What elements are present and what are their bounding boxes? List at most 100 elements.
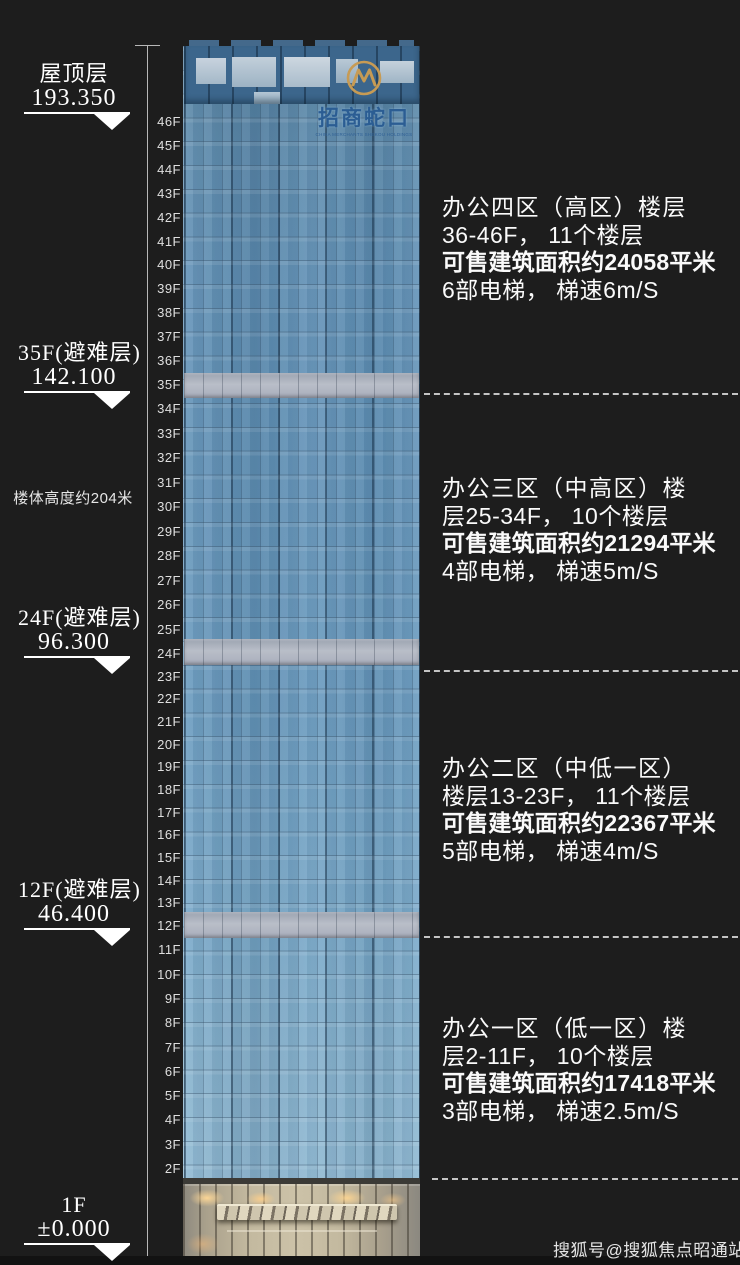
floor-label-23f: 23F — [157, 668, 181, 684]
floor-label-28f: 28F — [157, 548, 181, 564]
floor-label-34f: 34F — [157, 401, 181, 417]
floor-label-17f: 17F — [157, 804, 181, 820]
elevation-marker-roof: 屋顶层 193.350 — [18, 62, 130, 132]
building-tower: 招商蛇口 CHINA MERCHANTS SHEKOU HOLDINGS — [183, 40, 420, 1178]
floor-label-41f: 41F — [157, 233, 181, 249]
zone-area: 可售建筑面积约24058平米 — [442, 249, 716, 275]
elevation-symbol-icon — [18, 656, 130, 676]
floor-label-24f: 24F — [157, 646, 181, 661]
floor-label-25f: 25F — [157, 621, 181, 637]
zone-elevators: 5部电梯， 梯速4m/S — [442, 837, 659, 864]
floor-label-2f: 2F — [164, 1161, 181, 1176]
floor-label-40f: 40F — [157, 257, 181, 273]
watermark: 搜狐号@搜狐焦点昭通站 — [553, 1241, 740, 1260]
refuge-floor-band-24f — [184, 639, 419, 665]
floor-label-13f: 13F — [157, 895, 181, 911]
floor-label-14f: 14F — [157, 872, 181, 888]
dimension-tick-top — [135, 45, 160, 46]
floor-label-46f: 46F — [157, 114, 181, 129]
elevation-value: 193.350 — [31, 85, 117, 111]
floor-label-3f: 3F — [164, 1136, 181, 1152]
zone-floors: 层25-34F， 10个楼层 — [442, 502, 669, 529]
zone-separator-25f — [424, 670, 738, 672]
elevation-symbol-icon — [18, 391, 130, 411]
elevation-marker-1f: 1F ±0.000 — [18, 1193, 130, 1263]
zone-floors: 楼层13-23F， 11个楼层 — [442, 782, 691, 809]
floor-label-38f: 38F — [157, 305, 181, 321]
cmsk-logo-icon — [346, 60, 382, 96]
elevation-marker-12f: 12F(避难层) 46.400 — [18, 877, 141, 948]
floor-label-16f: 16F — [157, 827, 181, 843]
building-podium — [183, 1178, 420, 1256]
zone-floors: 层2-11F， 10个楼层 — [442, 1042, 654, 1069]
floor-label-29f: 29F — [157, 523, 181, 539]
zone-info-office-3: 办公三区（中高区）楼 层25-34F， 10个楼层 可售建筑面积约21294平米… — [442, 475, 740, 585]
floor-label-32f: 32F — [157, 450, 181, 466]
zone-title: 办公一区（低一区）楼 — [442, 1015, 687, 1041]
zone-title: 办公四区（高区）楼层 — [442, 194, 687, 220]
floor-label-10f: 10F — [157, 966, 181, 982]
elevation-symbol-icon — [18, 928, 130, 948]
floor-label-44f: 44F — [157, 161, 181, 177]
floor-label-45f: 45F — [157, 137, 181, 153]
cmsk-logo-subtext: CHINA MERCHANTS SHEKOU HOLDINGS — [315, 132, 413, 138]
floor-label-8f: 8F — [164, 1015, 181, 1031]
refuge-floor-band-12f — [184, 912, 419, 938]
elevation-value: 46.400 — [38, 901, 110, 927]
cmsk-logo-text: 招商蛇口 — [318, 107, 410, 130]
zone-info-office-1: 办公一区（低一区）楼 层2-11F， 10个楼层 可售建筑面积约17418平米 … — [442, 1015, 740, 1125]
ground-line — [0, 1256, 740, 1265]
zone-info-office-2: 办公二区（中低一区） 楼层13-23F， 11个楼层 可售建筑面积约22367平… — [442, 755, 740, 865]
floor-label-39f: 39F — [157, 281, 181, 297]
floor-label-22f: 22F — [157, 691, 181, 707]
floor-label-37f: 37F — [157, 329, 181, 345]
floor-label-9f: 9F — [164, 990, 181, 1006]
floor-label-42f: 42F — [157, 209, 181, 225]
elevation-symbol-icon — [18, 112, 130, 132]
elevation-label: 24F(避难层) — [18, 605, 141, 630]
floor-label-20f: 20F — [157, 736, 181, 752]
dimension-line — [147, 46, 148, 1258]
floor-label-35f: 35F — [157, 377, 181, 392]
elevation-symbol-icon — [18, 1243, 130, 1263]
elevation-label: 12F(避难层) — [18, 877, 141, 902]
floor-label-30f: 30F — [157, 499, 181, 515]
elevation-marker-35f: 35F(避难层) 142.100 — [18, 340, 141, 411]
elevation-value: 96.300 — [38, 629, 110, 655]
zone-info-office-4: 办公四区（高区）楼层 36-46F， 11个楼层 可售建筑面积约24058平米 … — [442, 194, 740, 304]
zone-elevators: 3部电梯， 梯速2.5m/S — [442, 1097, 680, 1124]
entrance-canopy — [217, 1204, 397, 1220]
floor-label-36f: 36F — [157, 353, 181, 369]
floor-label-5f: 5F — [164, 1088, 181, 1104]
tower-crown — [184, 46, 419, 104]
zone-floors: 36-46F， 11个楼层 — [442, 221, 644, 248]
elevation-label: 1F — [61, 1192, 87, 1217]
zone-separator-2f — [432, 1178, 738, 1180]
zone-area: 可售建筑面积约22367平米 — [442, 810, 716, 836]
zone-separator-13f — [424, 936, 738, 938]
floor-label-7f: 7F — [164, 1039, 181, 1055]
floor-label-4f: 4F — [164, 1112, 181, 1128]
zone-area: 可售建筑面积约21294平米 — [442, 530, 716, 556]
podium-rail — [227, 1230, 377, 1232]
floor-label-33f: 33F — [157, 425, 181, 441]
floor-label-21f: 21F — [157, 714, 181, 729]
floor-label-43f: 43F — [157, 185, 181, 201]
elevation-value: 142.100 — [31, 364, 117, 390]
floor-label-27f: 27F — [157, 572, 181, 588]
zone-elevators: 6部电梯， 梯速6m/S — [442, 276, 659, 303]
refuge-floor-band-35f — [184, 373, 419, 398]
zone-title: 办公二区（中低一区） — [442, 755, 687, 781]
floor-label-18f: 18F — [157, 782, 181, 797]
building-height-note: 楼体高度约204米 — [13, 490, 133, 507]
floor-label-26f: 26F — [157, 597, 181, 613]
zone-title: 办公三区（中高区）楼 — [442, 475, 687, 501]
zone-area: 可售建筑面积约17418平米 — [442, 1070, 716, 1096]
floor-label-19f: 19F — [157, 759, 181, 775]
elevation-label: 35F(避难层) — [18, 340, 141, 365]
floor-label-12f: 12F — [157, 918, 181, 933]
elevation-value: ±0.000 — [37, 1216, 111, 1242]
floor-label-6f: 6F — [164, 1063, 181, 1079]
floor-label-15f: 15F — [157, 850, 181, 865]
